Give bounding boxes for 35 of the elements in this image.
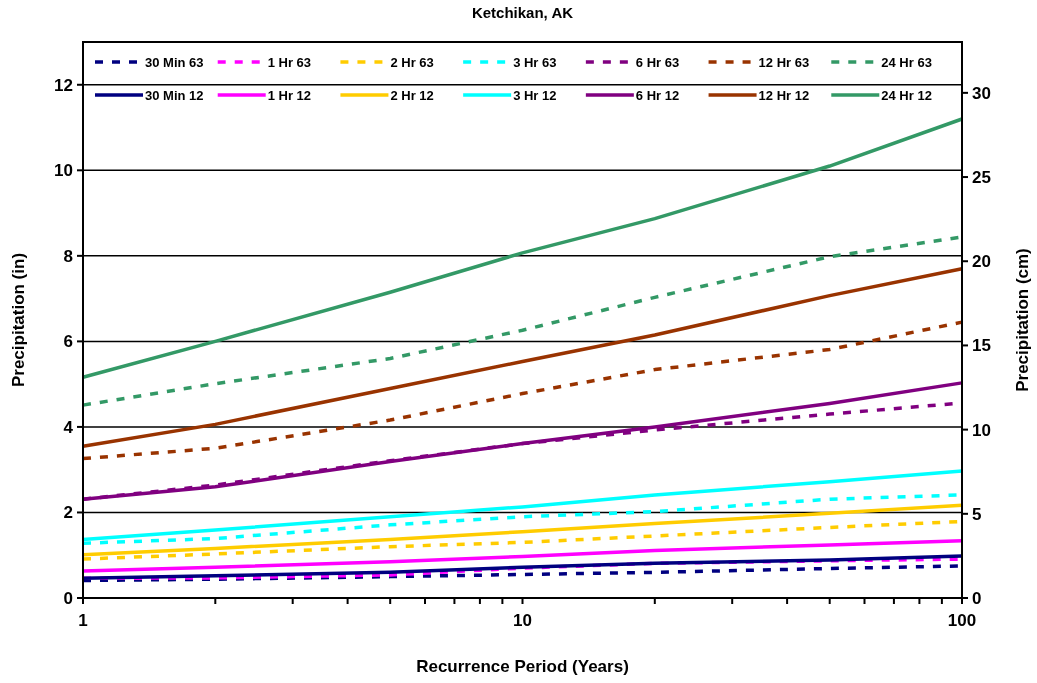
legend-label: 24 Hr 12	[881, 88, 932, 103]
legend-label: 6 Hr 63	[635, 55, 680, 70]
y2-tick-label: 25	[972, 168, 991, 188]
y-tick-label: 4	[63, 417, 74, 437]
x-tick-label: 10	[513, 611, 532, 630]
legend-label: 2 Hr 12	[390, 88, 434, 103]
legend-label: 30 Min 63	[145, 55, 204, 70]
legend-label: 2 Hr 63	[390, 55, 434, 70]
y2-axis-title: Precipitation (cm)	[1013, 248, 1032, 392]
y-tick-label: 8	[63, 246, 73, 266]
y-tick-label: 12	[54, 75, 73, 95]
legend-label: 1 Hr 12	[267, 88, 312, 103]
y2-tick-label: 10	[972, 420, 991, 440]
x-axis-title: Recurrence Period (Years)	[416, 657, 629, 676]
y2-tick-label: 5	[972, 504, 982, 524]
y2-tick-label: 30	[972, 83, 991, 103]
x-tick-label: 100	[947, 611, 977, 630]
legend-label: 30 Min 12	[145, 88, 204, 103]
chart-title: Ketchikan, AK	[471, 4, 574, 21]
y2-tick-label: 0	[972, 589, 982, 608]
legend-label: 3 Hr 12	[513, 88, 557, 103]
y2-tick-label: 20	[972, 252, 991, 272]
legend-label: 12 Hr 63	[758, 55, 810, 70]
x-tick-label: 1	[78, 611, 88, 630]
legend-label: 1 Hr 63	[267, 55, 312, 70]
y2-tick-label: 15	[972, 336, 991, 356]
legend-label: 3 Hr 63	[513, 55, 557, 70]
legend-label: 12 Hr 12	[758, 88, 810, 103]
y-tick-label: 0	[63, 589, 73, 608]
y-tick-label: 6	[63, 332, 73, 352]
y-tick-label: 2	[63, 503, 73, 523]
legend-label: 24 Hr 63	[881, 55, 932, 70]
legend-label: 6 Hr 12	[635, 88, 680, 103]
y-axis-title: Precipitation (in)	[9, 252, 28, 388]
y-tick-label: 10	[54, 161, 73, 181]
